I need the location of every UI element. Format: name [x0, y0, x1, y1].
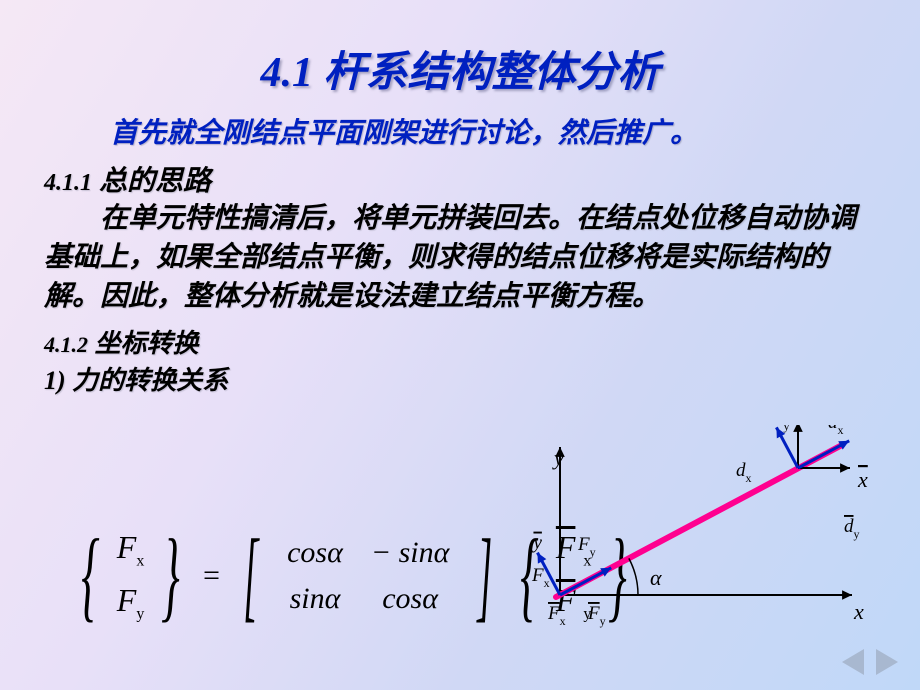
sub-1: 1) 力的转换关系	[0, 360, 920, 397]
section-412: 4.1.2 坐标转换	[0, 317, 920, 360]
title-number: 4.1	[260, 50, 313, 96]
sub-1-num: 1)	[44, 366, 66, 395]
paragraph-1: 在单元特性搞清后，将单元拼装回去。在结点处位移自动协调基础上，如果全部结点平衡，…	[0, 199, 920, 317]
coordinate-diagram: xyαyFxFyFxFyxdxdydxdy	[512, 425, 892, 645]
svg-text:x: x	[853, 599, 864, 624]
page-title: 4.1 杆系结构整体分析	[0, 0, 920, 99]
nav-buttons	[834, 649, 898, 680]
svg-text:x: x	[857, 467, 868, 492]
diagram-svg: xyαyFxFyFxFyxdxdydxdy	[512, 425, 892, 645]
svg-text:dx: dx	[828, 425, 844, 437]
section-411-num: 4.1.1	[44, 170, 92, 196]
section-411: 4.1.1 总的思路	[0, 151, 920, 199]
svg-text:Fy: Fy	[587, 603, 606, 628]
svg-text:dx: dx	[736, 460, 752, 485]
svg-text:y: y	[552, 445, 564, 470]
prev-button[interactable]	[842, 649, 864, 675]
intro-line: 首先就全刚结点平面刚架进行讨论，然后推广。	[0, 99, 920, 151]
svg-text:y: y	[531, 533, 542, 554]
section-412-text: 坐标转换	[88, 329, 199, 358]
sub-1-text: 力的转换关系	[66, 366, 229, 395]
svg-text:α: α	[650, 565, 662, 590]
section-412-num: 4.1	[44, 332, 72, 357]
section-411-text: 总的思路	[92, 166, 211, 197]
svg-text:dy: dy	[844, 516, 860, 541]
next-button[interactable]	[876, 649, 898, 675]
svg-text:Fy: Fy	[577, 534, 596, 559]
section-412-num2: .2	[72, 332, 89, 357]
title-text: 杆系结构整体分析	[313, 50, 660, 96]
svg-text:Fx: Fx	[547, 603, 566, 628]
